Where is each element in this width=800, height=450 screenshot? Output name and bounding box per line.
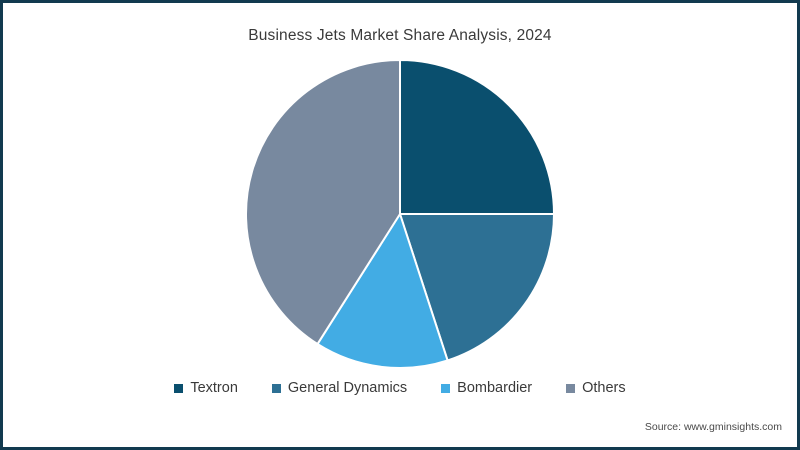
legend-item[interactable]: Textron	[174, 380, 238, 396]
legend-item-label: Others	[582, 380, 626, 396]
pie-slice-group	[245, 59, 555, 369]
chart-legend: Textron General Dynamics Bombardier Others	[0, 380, 800, 396]
pie-slice[interactable]	[316, 213, 449, 369]
legend-swatch-icon	[271, 383, 281, 393]
pie-chart	[245, 59, 555, 369]
source-attribution: Source: www.gminsights.com	[644, 421, 782, 433]
legend-item-label: Bombardier	[457, 380, 533, 396]
legend-swatch-icon	[566, 383, 576, 393]
chart-title: Business Jets Market Share Analysis, 202…	[248, 27, 552, 44]
pie-slice[interactable]	[399, 59, 555, 215]
legend-item[interactable]: General Dynamics	[271, 380, 408, 396]
legend-item[interactable]: Others	[566, 380, 626, 396]
legend-item-label: General Dynamics	[287, 380, 408, 396]
legend-item[interactable]: Bombardier	[441, 380, 532, 396]
legend-swatch-icon	[174, 383, 184, 393]
pie-slice[interactable]	[245, 59, 401, 346]
legend-swatch-icon	[441, 383, 451, 393]
pie-chart-svg	[245, 59, 555, 369]
legend-item-label: Textron	[190, 380, 238, 396]
pie-slice[interactable]	[399, 213, 555, 362]
